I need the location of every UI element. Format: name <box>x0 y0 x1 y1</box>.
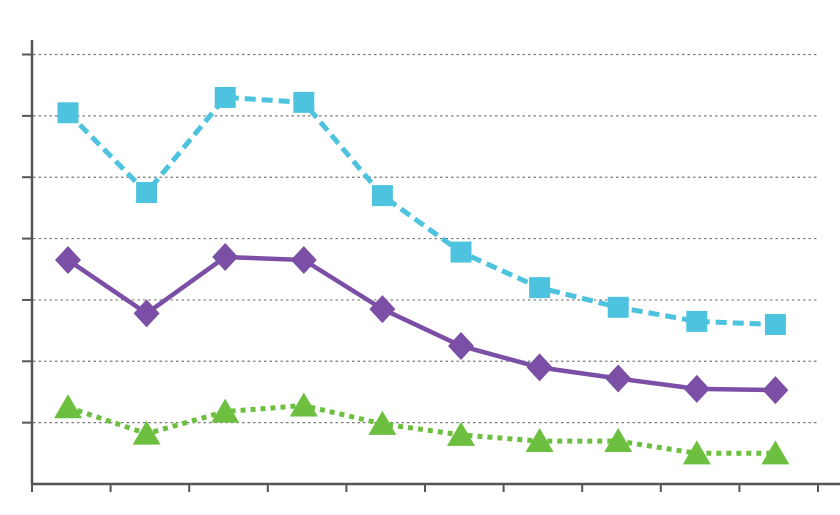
data-point-triangle <box>604 428 633 453</box>
data-point-triangle <box>54 394 82 419</box>
data-point-triangle <box>447 421 475 446</box>
data-point-triangle <box>289 392 318 417</box>
data-point-diamond <box>55 246 81 275</box>
data-point-square <box>764 313 786 335</box>
series-line <box>66 254 776 393</box>
data-point-triangle <box>368 410 397 435</box>
series-line <box>67 403 776 456</box>
data-point-diamond <box>526 353 553 382</box>
data-point-square <box>57 102 79 124</box>
data-point-diamond <box>290 246 317 275</box>
series-3 <box>54 392 790 465</box>
axes <box>22 40 840 492</box>
data-point-square <box>293 91 315 113</box>
data-point-triangle <box>682 440 711 465</box>
data-point-square <box>686 310 708 332</box>
data-point-diamond <box>212 242 239 271</box>
data-point-square <box>371 185 393 207</box>
data-point-square <box>529 277 551 299</box>
data-point-square <box>136 182 158 204</box>
gridlines <box>22 53 818 424</box>
data-point-triangle <box>761 440 790 465</box>
data-point-diamond <box>133 299 160 328</box>
series-line <box>66 94 776 327</box>
data-point-square <box>607 296 629 318</box>
series-1 <box>57 86 786 335</box>
data-point-diamond <box>448 331 474 360</box>
data-point-square <box>450 241 472 263</box>
series-2 <box>55 242 789 405</box>
data-point-square <box>214 86 236 108</box>
data-point-triangle <box>525 428 554 453</box>
data-point-diamond <box>605 364 632 393</box>
data-point-triangle <box>211 398 240 423</box>
data-point-diamond <box>369 295 396 324</box>
data-point-diamond <box>762 376 789 405</box>
data-point-triangle <box>132 420 161 445</box>
data-point-diamond <box>683 374 710 403</box>
series-group <box>54 86 790 465</box>
